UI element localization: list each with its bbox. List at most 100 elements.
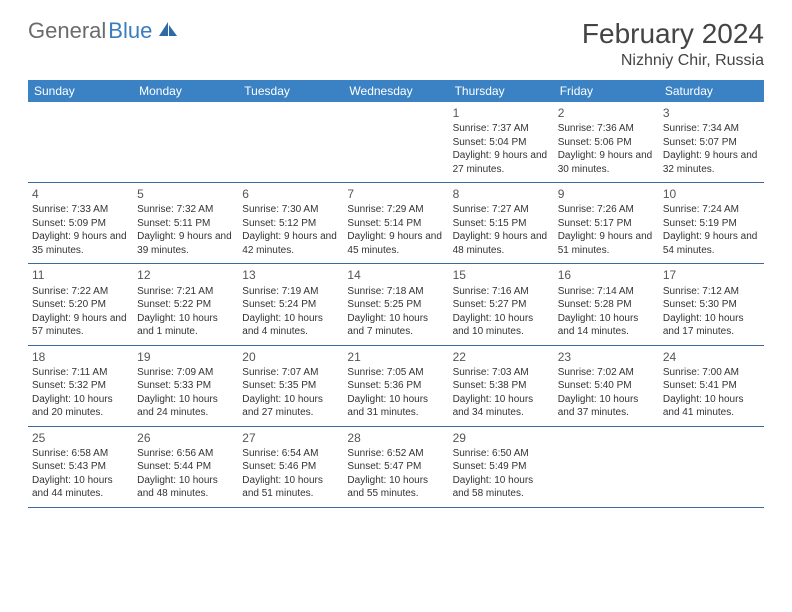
sunset-text: Sunset: 5:30 PM	[663, 298, 760, 312]
sunrise-text: Sunrise: 7:26 AM	[558, 203, 655, 217]
day-number: 1	[453, 105, 550, 121]
sunset-text: Sunset: 5:15 PM	[453, 217, 550, 231]
day-number: 3	[663, 105, 760, 121]
daylight-text: Daylight: 10 hours and 27 minutes.	[242, 393, 339, 420]
daylight-text: Daylight: 10 hours and 58 minutes.	[453, 474, 550, 501]
daylight-text: Daylight: 10 hours and 31 minutes.	[347, 393, 444, 420]
daylight-text: Daylight: 9 hours and 27 minutes.	[453, 149, 550, 176]
calendar-page: GeneralBlue February 2024 Nizhniy Chir, …	[0, 0, 792, 526]
page-header: GeneralBlue February 2024 Nizhniy Chir, …	[28, 18, 764, 70]
day-number: 24	[663, 349, 760, 365]
empty-cell	[28, 102, 133, 182]
sunset-text: Sunset: 5:36 PM	[347, 379, 444, 393]
weekday-header: Friday	[554, 80, 659, 102]
weekday-header-row: Sunday Monday Tuesday Wednesday Thursday…	[28, 80, 764, 102]
empty-cell	[343, 102, 448, 182]
day-cell: 16Sunrise: 7:14 AMSunset: 5:28 PMDayligh…	[554, 264, 659, 344]
day-cell: 5Sunrise: 7:32 AMSunset: 5:11 PMDaylight…	[133, 183, 238, 263]
day-cell: 9Sunrise: 7:26 AMSunset: 5:17 PMDaylight…	[554, 183, 659, 263]
day-number: 9	[558, 186, 655, 202]
day-number: 8	[453, 186, 550, 202]
week-row: 4Sunrise: 7:33 AMSunset: 5:09 PMDaylight…	[28, 183, 764, 264]
sunrise-text: Sunrise: 6:56 AM	[137, 447, 234, 461]
empty-cell	[133, 102, 238, 182]
daylight-text: Daylight: 9 hours and 39 minutes.	[137, 230, 234, 257]
sunrise-text: Sunrise: 7:36 AM	[558, 122, 655, 136]
day-cell: 4Sunrise: 7:33 AMSunset: 5:09 PMDaylight…	[28, 183, 133, 263]
sunrise-text: Sunrise: 7:30 AM	[242, 203, 339, 217]
sunset-text: Sunset: 5:14 PM	[347, 217, 444, 231]
day-cell: 7Sunrise: 7:29 AMSunset: 5:14 PMDaylight…	[343, 183, 448, 263]
daylight-text: Daylight: 10 hours and 4 minutes.	[242, 312, 339, 339]
day-number: 20	[242, 349, 339, 365]
sunrise-text: Sunrise: 7:11 AM	[32, 366, 129, 380]
day-cell: 8Sunrise: 7:27 AMSunset: 5:15 PMDaylight…	[449, 183, 554, 263]
daylight-text: Daylight: 9 hours and 30 minutes.	[558, 149, 655, 176]
week-row: 1Sunrise: 7:37 AMSunset: 5:04 PMDaylight…	[28, 102, 764, 183]
daylight-text: Daylight: 10 hours and 48 minutes.	[137, 474, 234, 501]
sunrise-text: Sunrise: 7:07 AM	[242, 366, 339, 380]
sunrise-text: Sunrise: 7:37 AM	[453, 122, 550, 136]
day-cell: 1Sunrise: 7:37 AMSunset: 5:04 PMDaylight…	[449, 102, 554, 182]
weekday-header: Thursday	[449, 80, 554, 102]
day-cell: 6Sunrise: 7:30 AMSunset: 5:12 PMDaylight…	[238, 183, 343, 263]
daylight-text: Daylight: 10 hours and 44 minutes.	[32, 474, 129, 501]
daylight-text: Daylight: 10 hours and 51 minutes.	[242, 474, 339, 501]
weekday-header: Monday	[133, 80, 238, 102]
day-cell: 21Sunrise: 7:05 AMSunset: 5:36 PMDayligh…	[343, 346, 448, 426]
sunset-text: Sunset: 5:07 PM	[663, 136, 760, 150]
daylight-text: Daylight: 10 hours and 1 minute.	[137, 312, 234, 339]
day-number: 21	[347, 349, 444, 365]
weeks-container: 1Sunrise: 7:37 AMSunset: 5:04 PMDaylight…	[28, 102, 764, 508]
weekday-header: Tuesday	[238, 80, 343, 102]
day-cell: 29Sunrise: 6:50 AMSunset: 5:49 PMDayligh…	[449, 427, 554, 507]
day-cell: 17Sunrise: 7:12 AMSunset: 5:30 PMDayligh…	[659, 264, 764, 344]
day-number: 14	[347, 267, 444, 283]
daylight-text: Daylight: 10 hours and 41 minutes.	[663, 393, 760, 420]
day-cell: 19Sunrise: 7:09 AMSunset: 5:33 PMDayligh…	[133, 346, 238, 426]
daylight-text: Daylight: 10 hours and 10 minutes.	[453, 312, 550, 339]
sunset-text: Sunset: 5:04 PM	[453, 136, 550, 150]
sunset-text: Sunset: 5:20 PM	[32, 298, 129, 312]
sunset-text: Sunset: 5:32 PM	[32, 379, 129, 393]
day-cell: 25Sunrise: 6:58 AMSunset: 5:43 PMDayligh…	[28, 427, 133, 507]
sunset-text: Sunset: 5:44 PM	[137, 460, 234, 474]
day-number: 23	[558, 349, 655, 365]
daylight-text: Daylight: 9 hours and 48 minutes.	[453, 230, 550, 257]
empty-cell	[554, 427, 659, 507]
month-title: February 2024	[582, 18, 764, 50]
sunrise-text: Sunrise: 7:29 AM	[347, 203, 444, 217]
sunset-text: Sunset: 5:12 PM	[242, 217, 339, 231]
daylight-text: Daylight: 9 hours and 32 minutes.	[663, 149, 760, 176]
day-number: 13	[242, 267, 339, 283]
day-number: 27	[242, 430, 339, 446]
day-cell: 2Sunrise: 7:36 AMSunset: 5:06 PMDaylight…	[554, 102, 659, 182]
day-number: 5	[137, 186, 234, 202]
daylight-text: Daylight: 9 hours and 54 minutes.	[663, 230, 760, 257]
daylight-text: Daylight: 10 hours and 24 minutes.	[137, 393, 234, 420]
sunset-text: Sunset: 5:25 PM	[347, 298, 444, 312]
sunrise-text: Sunrise: 6:54 AM	[242, 447, 339, 461]
sunset-text: Sunset: 5:43 PM	[32, 460, 129, 474]
sunset-text: Sunset: 5:41 PM	[663, 379, 760, 393]
sunrise-text: Sunrise: 7:32 AM	[137, 203, 234, 217]
sunrise-text: Sunrise: 6:58 AM	[32, 447, 129, 461]
sunset-text: Sunset: 5:06 PM	[558, 136, 655, 150]
daylight-text: Daylight: 9 hours and 57 minutes.	[32, 312, 129, 339]
sunrise-text: Sunrise: 7:09 AM	[137, 366, 234, 380]
week-row: 18Sunrise: 7:11 AMSunset: 5:32 PMDayligh…	[28, 346, 764, 427]
sunrise-text: Sunrise: 7:22 AM	[32, 285, 129, 299]
week-row: 25Sunrise: 6:58 AMSunset: 5:43 PMDayligh…	[28, 427, 764, 508]
sunrise-text: Sunrise: 7:14 AM	[558, 285, 655, 299]
day-number: 19	[137, 349, 234, 365]
sail-icon	[157, 18, 179, 44]
day-cell: 27Sunrise: 6:54 AMSunset: 5:46 PMDayligh…	[238, 427, 343, 507]
day-cell: 10Sunrise: 7:24 AMSunset: 5:19 PMDayligh…	[659, 183, 764, 263]
daylight-text: Daylight: 10 hours and 55 minutes.	[347, 474, 444, 501]
weekday-header: Sunday	[28, 80, 133, 102]
day-number: 28	[347, 430, 444, 446]
sunrise-text: Sunrise: 7:19 AM	[242, 285, 339, 299]
sunrise-text: Sunrise: 7:03 AM	[453, 366, 550, 380]
sunrise-text: Sunrise: 7:27 AM	[453, 203, 550, 217]
day-number: 4	[32, 186, 129, 202]
